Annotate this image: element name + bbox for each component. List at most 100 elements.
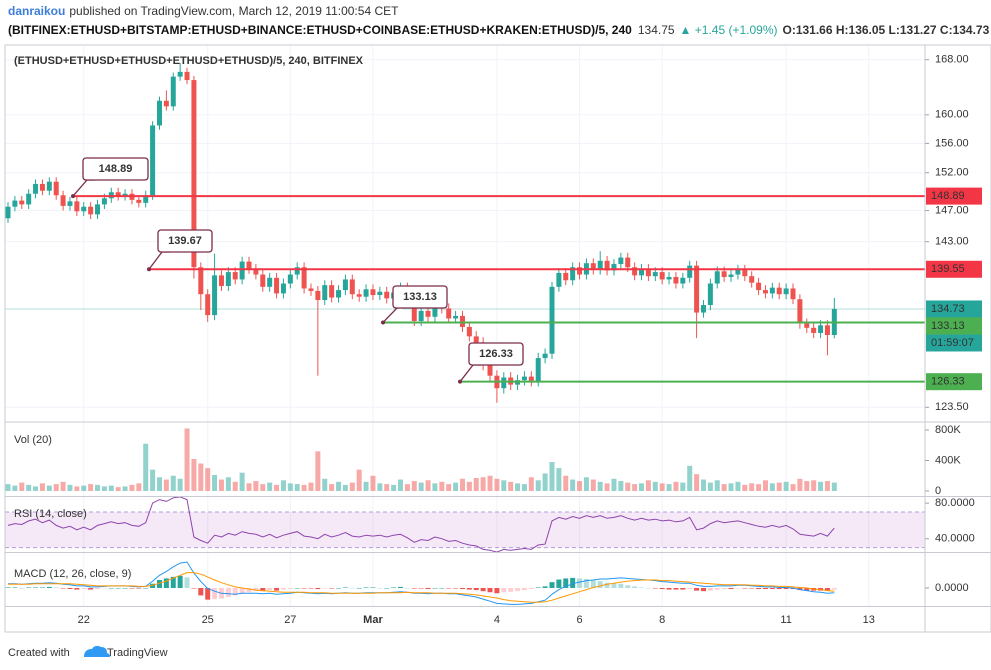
candle-body bbox=[446, 308, 452, 319]
callout-label: 126.33 bbox=[479, 348, 513, 360]
candle-body bbox=[694, 265, 700, 313]
candle-body bbox=[714, 271, 720, 284]
volume-bar bbox=[177, 478, 183, 491]
candle-body bbox=[253, 268, 259, 275]
candle-body bbox=[349, 279, 355, 295]
macd-histogram-bar bbox=[604, 582, 610, 588]
macd-histogram-bar bbox=[742, 587, 748, 589]
macd-histogram-bar bbox=[666, 587, 672, 590]
candle-body bbox=[735, 269, 741, 275]
volume-bar bbox=[632, 484, 638, 491]
candle-body bbox=[163, 100, 169, 107]
volume-bar bbox=[652, 481, 658, 491]
rsi-band bbox=[5, 512, 925, 548]
candle-body bbox=[53, 181, 59, 196]
candle-body bbox=[384, 291, 390, 299]
volume-bar bbox=[184, 428, 190, 491]
volume-bar bbox=[487, 475, 493, 491]
footer-text: Created with bbox=[8, 647, 70, 659]
macd-histogram-bar bbox=[74, 587, 80, 590]
candle-body bbox=[232, 272, 238, 280]
symbol-line: (BITFINEX:ETHUSD+BITSTAMP:ETHUSD+BINANCE… bbox=[8, 23, 990, 37]
volume-bar bbox=[797, 478, 803, 491]
header-line: danraikou published on TradingView.com, M… bbox=[8, 4, 399, 18]
macd-histogram-bar bbox=[67, 587, 73, 590]
price-tag bbox=[926, 317, 982, 335]
candle-body bbox=[473, 336, 479, 343]
candle-body bbox=[26, 193, 32, 205]
pane-title: Vol (20) bbox=[14, 434, 52, 446]
candle-body bbox=[342, 279, 348, 291]
candle-body bbox=[783, 288, 789, 295]
candle-body bbox=[74, 201, 80, 212]
volume-bar bbox=[466, 481, 472, 491]
candle-body bbox=[639, 268, 645, 276]
logo bbox=[84, 645, 110, 657]
macd-histogram-bar bbox=[783, 587, 789, 590]
volume-bar bbox=[714, 480, 720, 491]
pane-title: RSI (14, close) bbox=[14, 508, 87, 520]
volume-bar bbox=[411, 481, 417, 491]
candle-body bbox=[749, 276, 755, 283]
callout-box bbox=[157, 229, 213, 253]
price-tag-label: 133.13 bbox=[931, 320, 965, 332]
macd-histogram-bar bbox=[439, 587, 445, 589]
macd-histogram-bar bbox=[583, 578, 589, 588]
candle-body bbox=[12, 200, 18, 207]
y-tick-label: 800K bbox=[935, 424, 961, 436]
macd-histogram-bar bbox=[39, 587, 45, 588]
last: 134.75 bbox=[638, 23, 675, 37]
macd-histogram-bar bbox=[184, 577, 190, 588]
macd-histogram-bar bbox=[645, 587, 651, 589]
volume-bar bbox=[687, 465, 693, 491]
candle-body bbox=[377, 291, 383, 296]
volume-bar bbox=[749, 483, 755, 491]
candle-body bbox=[466, 326, 472, 337]
volume-bar bbox=[769, 483, 775, 491]
candle-body bbox=[818, 325, 824, 333]
candle-body bbox=[205, 294, 211, 316]
macd-histogram-bar bbox=[515, 587, 521, 592]
candle-body bbox=[294, 267, 300, 275]
volume-bar bbox=[542, 473, 548, 491]
volume-bar bbox=[88, 484, 94, 491]
volume-bar bbox=[446, 484, 452, 491]
candle-body bbox=[184, 71, 190, 81]
volume-bar bbox=[515, 483, 521, 491]
signal-line bbox=[8, 572, 835, 603]
macd-histogram-bar bbox=[274, 587, 280, 591]
author[interactable]: danraikou bbox=[8, 4, 65, 18]
candle-body bbox=[88, 206, 94, 215]
price-tag-label: 134.73 bbox=[931, 303, 965, 315]
volume-bar bbox=[33, 486, 39, 491]
macd-histogram-bar bbox=[714, 587, 720, 590]
macd-histogram-bar bbox=[101, 587, 107, 589]
candle-body bbox=[218, 275, 224, 286]
volume-bar bbox=[329, 484, 335, 491]
macd-histogram-bar bbox=[143, 587, 149, 589]
candle-body bbox=[721, 271, 727, 277]
macd-histogram-bar bbox=[267, 587, 273, 591]
volume-bar bbox=[735, 481, 741, 491]
candle-body bbox=[95, 204, 101, 215]
candle-body bbox=[301, 267, 307, 289]
footer-brand[interactable]: TradingView bbox=[107, 647, 168, 659]
candle-body bbox=[742, 269, 748, 277]
macd-histogram-bar bbox=[129, 587, 135, 589]
macd-histogram-bar bbox=[260, 587, 266, 592]
candle-body bbox=[239, 261, 245, 280]
callout-anchor bbox=[458, 379, 462, 384]
macd-histogram-bar bbox=[108, 587, 114, 589]
price-tag bbox=[926, 260, 982, 278]
candle-body bbox=[101, 198, 107, 205]
volume-bar bbox=[122, 486, 128, 491]
volume-bar bbox=[308, 482, 314, 491]
macd-histogram-bar bbox=[95, 587, 101, 590]
macd-histogram-bar bbox=[191, 587, 197, 589]
candle-body bbox=[728, 274, 734, 277]
volume-bar bbox=[604, 483, 610, 491]
candle-body bbox=[170, 76, 176, 107]
y-tick-label: 143.00 bbox=[935, 236, 969, 248]
chart-title: (ETHUSD+ETHUSD+ETHUSD+ETHUSD+ETHUSD)/5, … bbox=[14, 55, 364, 67]
volume-bar bbox=[556, 468, 562, 491]
